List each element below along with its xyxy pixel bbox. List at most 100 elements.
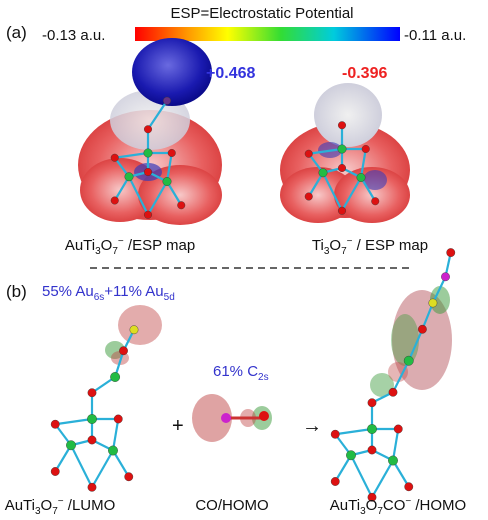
atom bbox=[319, 168, 328, 177]
atom bbox=[389, 388, 397, 396]
plus-sign: + bbox=[172, 415, 184, 437]
bond bbox=[55, 419, 92, 424]
caption-part: CO/HOMO bbox=[195, 497, 268, 514]
note-part: 55% Au bbox=[42, 283, 94, 300]
caption: Ti3O7− / ESP map bbox=[312, 236, 428, 257]
esp-value: +0.468 bbox=[206, 65, 255, 82]
bond bbox=[92, 451, 113, 488]
atom bbox=[388, 456, 397, 465]
note-part: 5d bbox=[164, 292, 175, 303]
bond bbox=[71, 445, 92, 487]
atom bbox=[441, 273, 449, 281]
esp-map-left bbox=[78, 38, 222, 225]
atom bbox=[88, 436, 96, 444]
atom bbox=[51, 420, 59, 428]
atom bbox=[305, 193, 313, 201]
note-part: +11% Au bbox=[104, 283, 163, 300]
atom bbox=[338, 207, 346, 215]
caption-part: AuTi bbox=[5, 497, 35, 514]
atom bbox=[119, 347, 127, 355]
atom bbox=[368, 446, 376, 454]
caption-part: 7 bbox=[52, 506, 58, 517]
panel-label: (b) bbox=[6, 282, 27, 301]
caption-part: O bbox=[41, 497, 53, 514]
note-part: 2s bbox=[258, 372, 269, 383]
atom bbox=[114, 415, 122, 423]
panel-label: (a) bbox=[6, 23, 27, 42]
bond bbox=[372, 461, 393, 498]
esp-value: -0.396 bbox=[342, 65, 387, 82]
shape bbox=[221, 413, 231, 423]
colorbar-min: -0.13 a.u. bbox=[42, 27, 105, 44]
atom bbox=[331, 430, 339, 438]
bond bbox=[351, 455, 372, 497]
atom bbox=[130, 326, 138, 334]
atom bbox=[111, 154, 119, 162]
caption: AuTi3O7− /LUMO bbox=[5, 496, 116, 517]
atom bbox=[88, 389, 96, 397]
shape bbox=[132, 38, 212, 106]
atom bbox=[338, 145, 347, 154]
colorbar-title: ESP=Electrostatic Potential bbox=[170, 5, 353, 22]
atom bbox=[447, 248, 455, 256]
atom bbox=[357, 173, 366, 182]
atom bbox=[346, 451, 355, 460]
atom bbox=[144, 149, 153, 158]
atom bbox=[110, 372, 119, 381]
figure: (a) ESP=Electrostatic Potential -0.13 a.… bbox=[0, 0, 488, 520]
shape bbox=[118, 305, 162, 345]
atom bbox=[305, 150, 313, 158]
caption-part: /ESP map bbox=[124, 237, 195, 254]
atom bbox=[66, 441, 75, 450]
atom bbox=[163, 177, 172, 186]
orbital-homo bbox=[331, 248, 455, 501]
caption: AuTi3O7CO− /HOMO bbox=[330, 496, 466, 517]
shape bbox=[259, 411, 269, 421]
atom bbox=[163, 97, 171, 105]
shape bbox=[51, 326, 138, 492]
orbital-co bbox=[192, 394, 272, 442]
atom bbox=[362, 145, 370, 153]
atom bbox=[405, 483, 413, 491]
atom bbox=[338, 121, 346, 129]
atom bbox=[51, 467, 59, 475]
atom bbox=[418, 325, 426, 333]
shape bbox=[314, 83, 382, 147]
caption-part: O bbox=[329, 237, 341, 254]
caption-part: CO bbox=[383, 497, 406, 514]
atom bbox=[108, 446, 117, 455]
caption-part: Ti bbox=[312, 237, 324, 254]
atom bbox=[429, 299, 437, 307]
atom bbox=[177, 201, 185, 209]
orbital-note: 61% C2s bbox=[213, 363, 269, 383]
caption-part: 7 bbox=[341, 246, 347, 257]
atom bbox=[125, 473, 133, 481]
bond bbox=[335, 429, 372, 434]
atom bbox=[371, 197, 379, 205]
atom bbox=[331, 477, 339, 485]
caption-part: 7 bbox=[112, 246, 118, 257]
caption-part: O bbox=[101, 237, 113, 254]
atom bbox=[367, 424, 376, 433]
caption-part: /HOMO bbox=[411, 497, 466, 514]
atom bbox=[88, 483, 96, 491]
arrow: → bbox=[302, 415, 322, 437]
caption-part: AuTi bbox=[65, 237, 95, 254]
atom bbox=[111, 197, 119, 205]
atom bbox=[144, 168, 152, 176]
atom bbox=[338, 164, 346, 172]
caption-part: /LUMO bbox=[64, 497, 116, 514]
note-part: 6s bbox=[94, 292, 105, 303]
caption: AuTi3O7− /ESP map bbox=[65, 236, 195, 257]
esp-map-right bbox=[280, 83, 410, 223]
caption-part: AuTi bbox=[330, 497, 360, 514]
atom bbox=[144, 125, 152, 133]
atom bbox=[87, 414, 96, 423]
caption-part: / ESP map bbox=[353, 237, 429, 254]
atom bbox=[144, 211, 152, 219]
atom bbox=[404, 356, 413, 365]
atom bbox=[168, 149, 176, 157]
note-part: 61% C bbox=[213, 363, 258, 380]
orbital-note: 55% Au6s+11% Au5d bbox=[42, 283, 175, 303]
caption: CO/HOMO bbox=[195, 497, 268, 514]
